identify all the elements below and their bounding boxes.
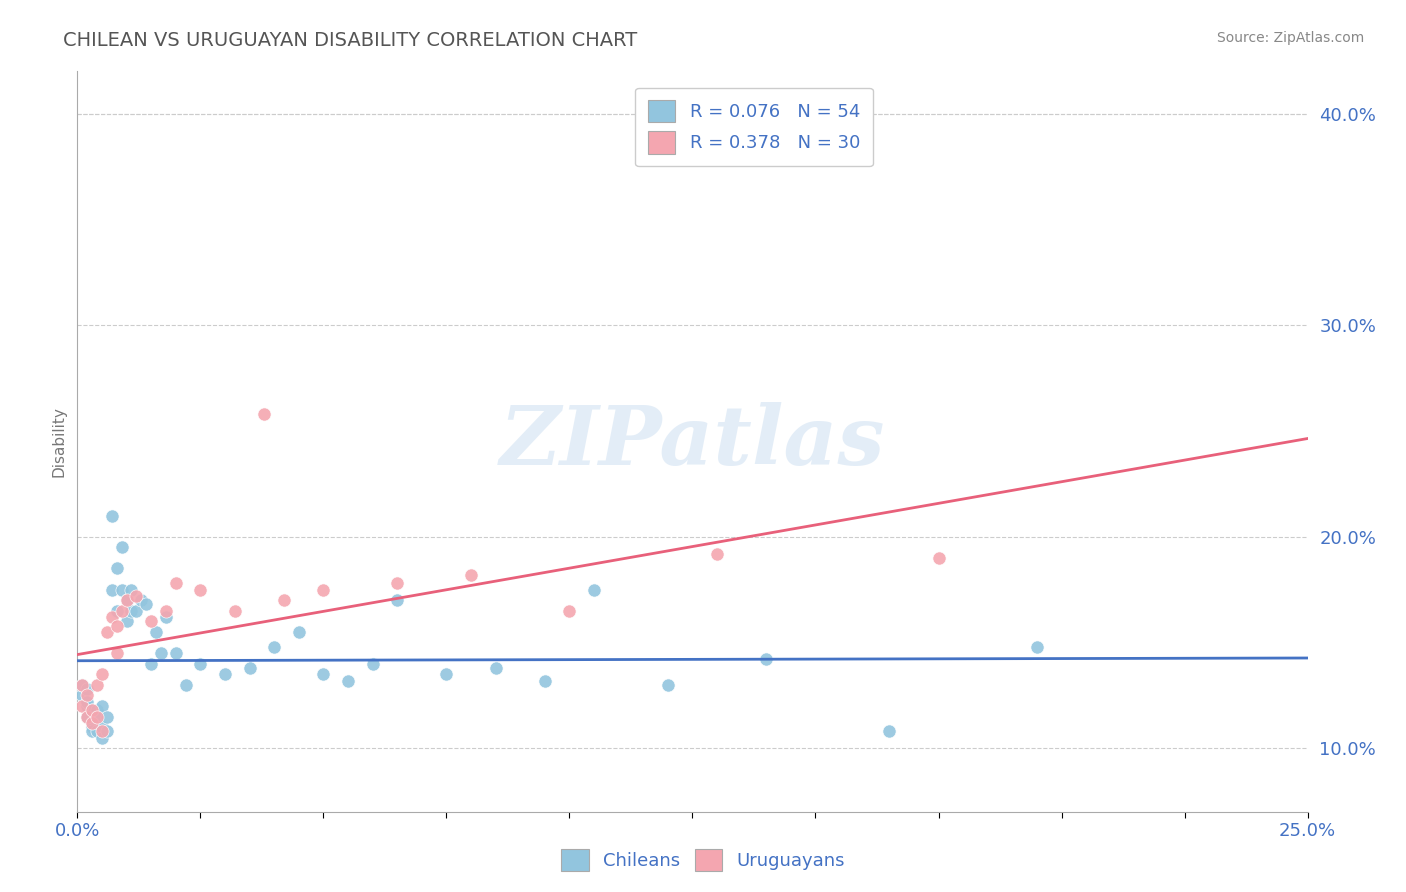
Point [105,618,128,632]
Point [141,657,163,671]
Point [90,698,114,713]
Point [70,678,93,692]
Text: ZIPatlas: ZIPatlas [499,401,886,482]
Point [111,604,132,618]
Point [96,709,118,723]
Legend: Chileans, Uruguayans: Chileans, Uruguayans [554,842,852,879]
Point [145,624,167,639]
Point [224,604,246,618]
Point [90,724,114,739]
Point [82,720,104,734]
Point [312,667,335,681]
Point [86,709,108,723]
Point [273,593,295,607]
Point [288,624,311,639]
Point [82,703,104,717]
Point [150,646,173,660]
Text: Source: ZipAtlas.com: Source: ZipAtlas.com [1216,31,1364,45]
Point [263,640,285,654]
Point [82,703,104,717]
Point [165,646,187,660]
Point [86,724,108,739]
Point [76,689,98,703]
Point [86,703,108,717]
Point [82,724,104,739]
Point [76,695,98,709]
Point [174,678,197,692]
Point [253,407,276,421]
Point [76,698,98,713]
Point [125,589,148,603]
Point [86,709,108,723]
Point [70,689,93,703]
Point [76,709,98,723]
Point [96,624,118,639]
Point [361,657,384,671]
Point [188,582,212,597]
Point [141,615,163,629]
Point [534,673,557,688]
Point [879,724,901,739]
Point [125,604,148,618]
Y-axis label: Disability: Disability [51,406,66,477]
Point [101,508,124,523]
Point [928,550,950,565]
Point [111,541,132,555]
Point [121,582,143,597]
Point [155,610,177,624]
Point [96,724,118,739]
Point [337,673,360,688]
Point [105,604,128,618]
Point [312,582,335,597]
Point [70,698,93,713]
Point [129,593,153,607]
Point [214,667,236,681]
Point [115,593,138,607]
Point [436,667,458,681]
Point [101,582,124,597]
Point [485,661,508,675]
Point [76,681,98,696]
Point [115,615,138,629]
Text: CHILEAN VS URUGUAYAN DISABILITY CORRELATION CHART: CHILEAN VS URUGUAYAN DISABILITY CORRELAT… [63,31,637,50]
Legend: R = 0.076   N = 54, R = 0.378   N = 30: R = 0.076 N = 54, R = 0.378 N = 30 [636,87,873,166]
Point [188,657,212,671]
Point [558,604,581,618]
Point [135,598,157,612]
Point [76,709,98,723]
Point [70,678,93,692]
Point [105,646,128,660]
Point [239,661,262,675]
Point [86,678,108,692]
Point [90,731,114,745]
Point [101,610,124,624]
Point [706,547,728,561]
Point [90,720,114,734]
Point [460,567,482,582]
Point [82,715,104,730]
Point [155,604,177,618]
Point [583,582,606,597]
Point [385,576,409,591]
Point [115,593,138,607]
Point [165,576,187,591]
Point [111,582,132,597]
Point [1026,640,1049,654]
Point [121,604,143,618]
Point [657,678,679,692]
Point [82,715,104,730]
Point [90,667,114,681]
Point [385,593,409,607]
Point [755,652,778,666]
Point [105,561,128,575]
